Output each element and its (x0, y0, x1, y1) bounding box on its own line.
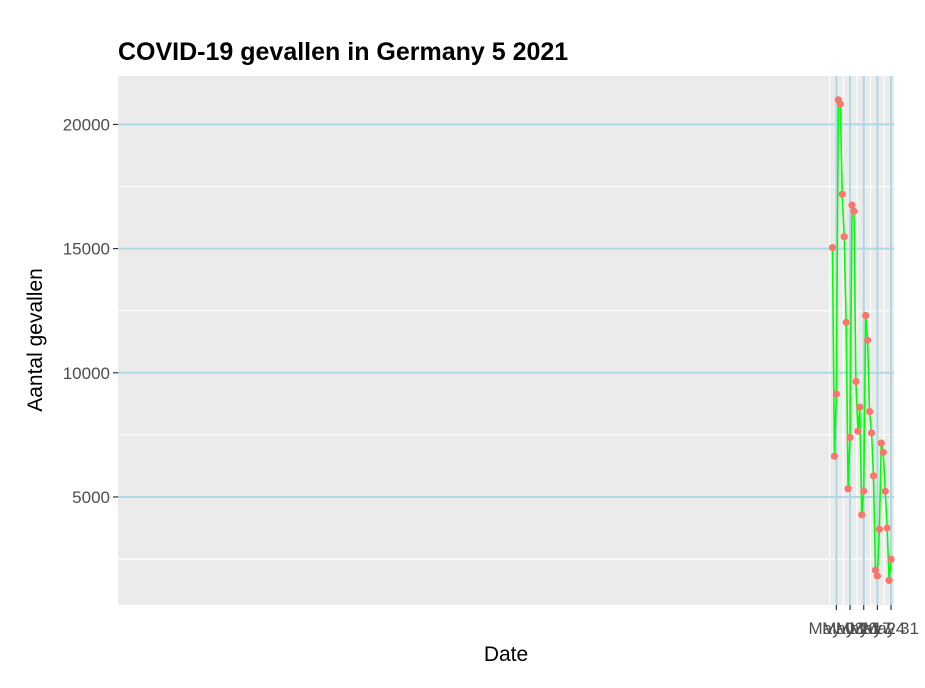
data-point (869, 472, 878, 480)
data-point (828, 244, 837, 252)
data-point (877, 439, 885, 447)
data-point (840, 233, 848, 241)
data-point (844, 485, 852, 493)
data-point (830, 452, 839, 460)
chart-title: COVID-19 gevallen in Germany 5 2021 (118, 38, 568, 66)
data-point (846, 433, 854, 441)
data-point (881, 487, 889, 495)
data-point (862, 311, 870, 320)
data-point (832, 390, 840, 398)
x-tick-label: May 10 (822, 619, 878, 638)
data-point (879, 448, 887, 456)
data-point (860, 487, 868, 495)
data-point (842, 318, 850, 326)
data-point (848, 201, 856, 209)
major-gridlines-y (118, 123, 894, 498)
cases-points (828, 96, 895, 585)
x-tick-label: May 31 (863, 619, 919, 638)
data-point (852, 377, 860, 386)
data-point (867, 429, 876, 437)
data-point (864, 336, 872, 344)
y-tick-label: 5000 (72, 488, 110, 507)
y-tick-label: 20000 (63, 115, 110, 134)
minor-gridlines-y (118, 185, 894, 560)
data-point (838, 190, 846, 198)
data-point (885, 576, 893, 585)
y-tick-label: 15000 (63, 240, 110, 259)
plot-panel (118, 76, 894, 605)
y-axis-title: Aantal gevallen (24, 268, 47, 412)
x-tick-label: May 24 (850, 619, 906, 638)
data-point (856, 403, 864, 411)
minor-gridlines-x (828, 76, 885, 605)
x-tick-label: May 03 (809, 619, 865, 638)
y-axis-ticks: 5000 10000 15000 20000 (63, 115, 118, 507)
data-point (865, 407, 874, 416)
data-point (883, 524, 891, 532)
data-point (875, 525, 883, 533)
x-axis-title: Date (484, 643, 528, 666)
data-point (836, 100, 844, 108)
x-tick-label: May 17 (836, 619, 892, 638)
data-point (887, 555, 895, 563)
data-point (871, 566, 880, 574)
data-point (850, 207, 858, 215)
y-tick-label: 10000 (63, 364, 110, 383)
data-point (858, 511, 866, 519)
data-point (854, 427, 862, 435)
data-point (873, 572, 882, 580)
